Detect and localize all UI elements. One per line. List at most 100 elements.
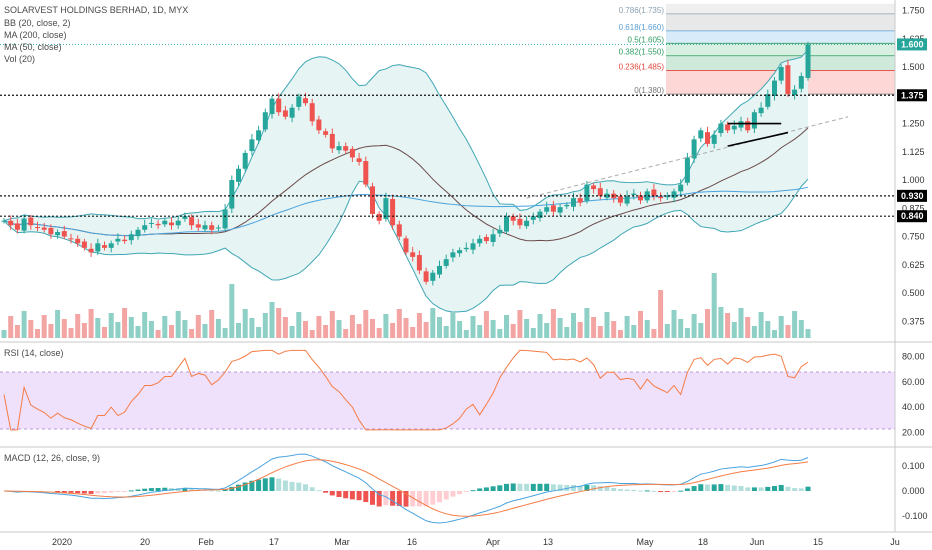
legend-bb[interactable]: BB (20, close, 2) <box>4 18 71 28</box>
price-tag-bg-0 <box>897 38 927 51</box>
macd-hist-bar-114 <box>765 486 771 491</box>
candle-body-6 <box>41 227 47 230</box>
horizontal-lines[interactable] <box>0 44 895 217</box>
volume-bar-62 <box>416 313 422 338</box>
rsi-tick-3: 80.00 <box>902 352 925 362</box>
macd-hist-bar-83 <box>557 484 563 491</box>
volume-bar-45 <box>303 321 308 338</box>
volume-bar-55 <box>370 319 375 338</box>
candle-body-87 <box>584 184 590 201</box>
macd-hist-bar-14 <box>95 491 101 494</box>
macd-hist-bar-58 <box>390 491 396 506</box>
volume-bar-98 <box>658 290 664 338</box>
candle-body-68 <box>457 250 463 254</box>
candle-body-98 <box>658 196 664 199</box>
legend-macd[interactable]: MACD (12, 26, close, 9) <box>4 453 100 463</box>
macd-hist-bar-75 <box>504 483 509 491</box>
macd-hist-bar-38 <box>256 479 262 491</box>
macd-hist-bar-113 <box>758 487 764 491</box>
candle-body-115 <box>772 80 777 96</box>
volume-bar-1 <box>8 316 14 338</box>
volume-bar-66 <box>443 326 449 338</box>
legend-rsi[interactable]: RSI (14, close) <box>4 348 64 358</box>
candle-body-72 <box>483 237 489 242</box>
volume-bar-107 <box>718 307 724 338</box>
macd-hist-bar-35 <box>236 484 241 491</box>
volume-bar-95 <box>638 311 643 338</box>
volume-bar-116 <box>778 316 784 338</box>
bb-upper <box>3 49 809 222</box>
price-tag-bg-1 <box>897 89 927 102</box>
volume-bar-90 <box>604 312 610 338</box>
macd-hist-bar-116 <box>778 484 784 491</box>
macd-hist-bar-84 <box>564 484 570 491</box>
legend-ma50[interactable]: MA (50, close) <box>4 42 62 52</box>
candle-body-15 <box>102 245 107 248</box>
fib-label-4: 0.236(1.485) <box>619 62 665 71</box>
macd-hist-bar-91 <box>611 487 617 491</box>
macd-hist-bar-68 <box>457 491 463 495</box>
macd-hist-bar-16 <box>108 491 114 493</box>
candle-body-77 <box>517 218 523 226</box>
candle-body-11 <box>75 238 81 244</box>
macd-hist-bar-107 <box>718 484 724 491</box>
macd-hist-bar-8 <box>55 491 61 493</box>
volume-bar-75 <box>504 315 509 338</box>
volume-bar-10 <box>68 328 74 338</box>
volume-bar-110 <box>738 308 744 338</box>
macd-hist-bar-17 <box>115 491 121 492</box>
candle-body-71 <box>477 238 483 244</box>
price-tick-4: 0.875 <box>902 203 925 213</box>
volume-bar-103 <box>691 314 697 338</box>
candle-body-109 <box>731 125 737 130</box>
candle-body-7 <box>48 227 54 235</box>
rsi-tick-0: 20.00 <box>902 427 925 437</box>
time-axis[interactable]: 2020 20 Feb 17 Mar 16 Apr 13 May 18 Jun 15 Ju <box>52 537 900 547</box>
macd-hist-bar-106 <box>711 484 717 491</box>
candle-body-81 <box>544 207 550 212</box>
macd-hist-bar-70 <box>470 490 476 492</box>
candlesticks <box>1 41 811 286</box>
trend-lines[interactable] <box>526 116 849 199</box>
candle-body-92 <box>617 196 623 203</box>
volume-bar-50 <box>336 320 342 338</box>
macd-hist-bar-55 <box>370 491 375 505</box>
macd-hist-bar-77 <box>517 483 523 491</box>
macd-hist-bar-32 <box>215 490 221 492</box>
candle-body-117 <box>785 65 791 95</box>
rsi-panel <box>0 349 895 431</box>
macd-hist-bar-33 <box>222 489 228 491</box>
fib-zone-top <box>666 3 895 14</box>
candle-body-42 <box>282 110 288 117</box>
candle-body-10 <box>68 238 74 240</box>
price-axis[interactable]: 0.375 0.500 0.625 0.750 0.875 1.000 1.125 1.250… <box>902 6 925 327</box>
candle-body-80 <box>537 211 543 219</box>
legend-vol[interactable]: Vol (20) <box>4 54 35 64</box>
candle-body-31 <box>209 225 215 230</box>
candle-body-16 <box>108 243 114 248</box>
macd-hist-bar-11 <box>75 491 81 494</box>
macd-axis[interactable]: -0.100 0.000 0.100 <box>902 461 928 521</box>
volume-bar-28 <box>189 329 195 338</box>
volume-bar-87 <box>584 308 590 338</box>
macd-hist-bar-97 <box>651 490 657 492</box>
macd-hist-bar-52 <box>349 491 355 500</box>
volume-bar-39 <box>262 313 268 338</box>
candle-body-75 <box>504 216 509 232</box>
candle-body-52 <box>349 148 355 158</box>
candle-body-17 <box>115 238 121 242</box>
macd-hist-bar-28 <box>189 488 195 491</box>
macd-hist-bar-103 <box>691 486 697 491</box>
volume-bar-3 <box>21 311 27 338</box>
legend-ma200[interactable]: MA (200, close) <box>4 30 67 40</box>
macd-hist-bar-89 <box>597 486 603 491</box>
candle-body-58 <box>390 199 396 226</box>
candle-body-38 <box>256 130 262 141</box>
macd-hist-bar-112 <box>751 487 757 491</box>
candle-body-119 <box>798 76 804 89</box>
rsi-axis[interactable]: 20.00 40.00 60.00 80.00 <box>902 352 925 438</box>
macd-hist-bar-56 <box>376 491 382 507</box>
macd-hist-bar-37 <box>249 480 255 491</box>
candle-body-102 <box>684 157 690 183</box>
